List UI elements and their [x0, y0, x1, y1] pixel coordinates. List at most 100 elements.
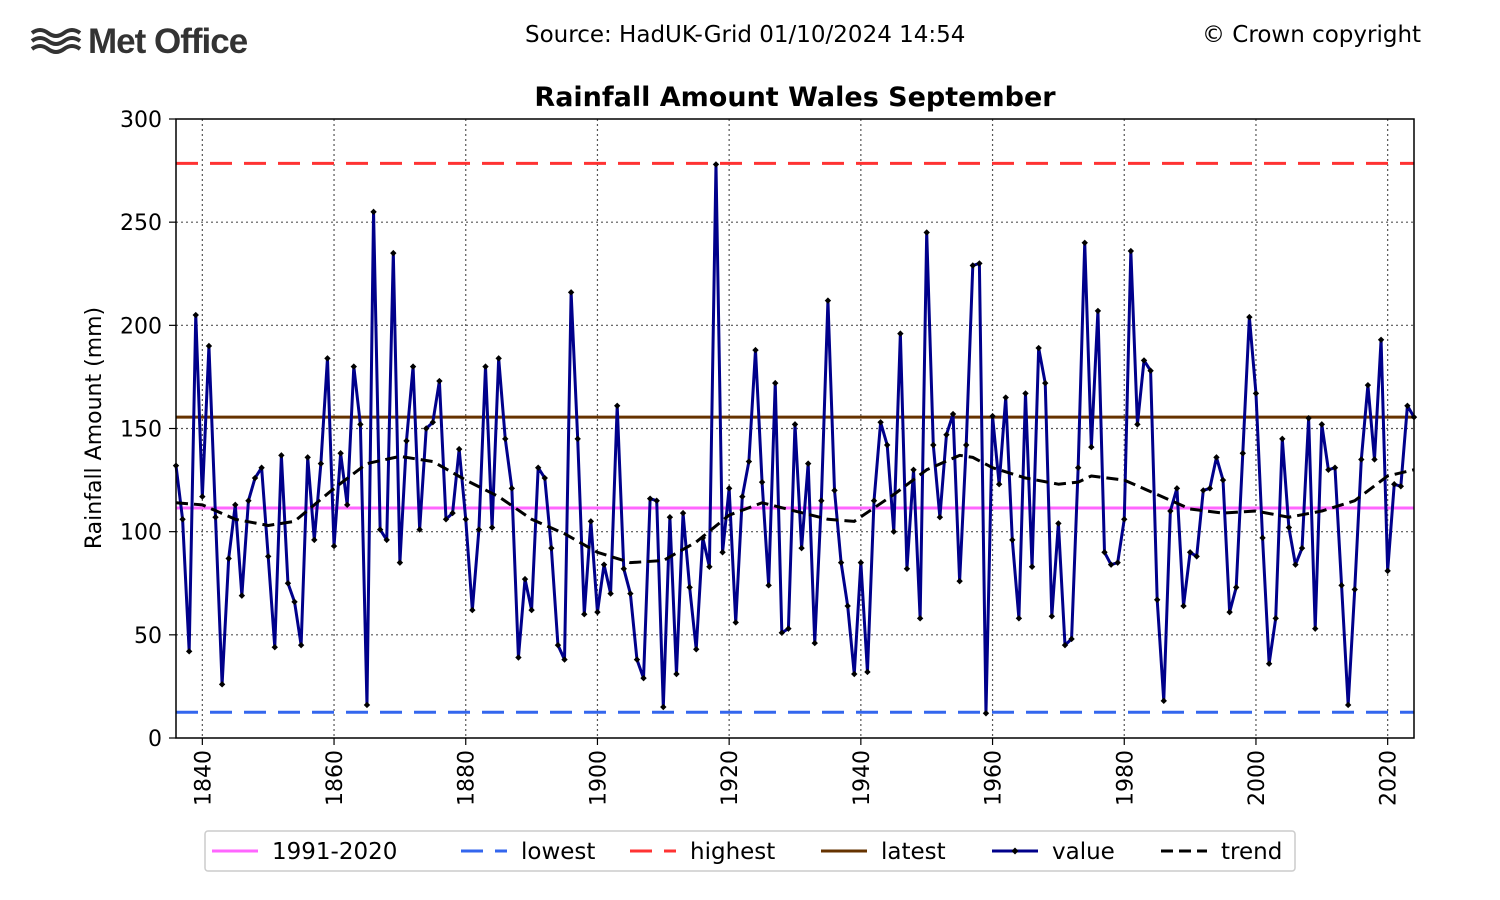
x-tick-label-1880: 1880	[455, 750, 480, 806]
value-point-1852	[278, 452, 285, 459]
value-point-1941	[864, 668, 871, 676]
value-point-1995	[1219, 476, 1227, 484]
value-point-1953	[943, 431, 950, 438]
value-point-1934	[818, 497, 825, 504]
value-point-1856	[304, 454, 311, 461]
value-point-1922	[739, 493, 746, 500]
y-tick-label-250: 250	[120, 211, 162, 236]
value-point-1937	[837, 559, 845, 566]
value-point-1986	[1160, 697, 1167, 705]
value-point-1926	[765, 582, 772, 589]
y-tick-label-300: 300	[120, 108, 162, 133]
value-point-1844	[225, 555, 232, 562]
value-point-2004	[1279, 435, 1286, 443]
value-point-1838	[185, 648, 193, 655]
axis-ticks: 1840 1860 1880 1900 1920 1940 1960 1980 2000 2020…	[120, 108, 1402, 806]
y-tick-label-0: 0	[148, 727, 162, 752]
value-point-1908	[646, 495, 654, 502]
value-point-1994	[1213, 454, 1220, 461]
met-office-waves-icon	[30, 28, 82, 54]
value-point-1850	[264, 553, 272, 560]
value-point-1969	[1048, 613, 1056, 620]
legend: 1991-2020 lowest highest latest value trend	[204, 830, 1296, 872]
value-point-1849	[258, 464, 265, 471]
x-tick-label-1920: 1920	[718, 750, 743, 806]
trend-series-line	[175, 453, 1415, 565]
value-point-1983	[1140, 357, 1148, 364]
value-point-2016	[1358, 456, 1365, 463]
value-point-2014	[1344, 701, 1352, 709]
value-point-1942	[870, 497, 878, 504]
value-point-1976	[1094, 307, 1102, 315]
value-point-2012	[1331, 464, 1339, 471]
legend-label-latest: latest	[881, 839, 946, 865]
value-point-1895	[561, 656, 568, 663]
value-point-1991	[1193, 553, 1200, 560]
value-point-1957	[969, 262, 976, 269]
value-point-1913	[679, 509, 687, 517]
value-point-1881	[469, 606, 476, 614]
value-point-2001	[1259, 534, 1266, 542]
value-point-1958	[976, 260, 983, 267]
value-point-2002	[1265, 660, 1273, 667]
value-point-1932	[804, 460, 812, 467]
legend-label-baseline: 1991-2020	[272, 839, 397, 865]
value-point-1997	[1233, 584, 1240, 591]
value-point-1853	[284, 580, 292, 587]
value-point-2005	[1285, 524, 1293, 531]
value-point-2008	[1305, 414, 1312, 422]
value-point-2010	[1318, 421, 1326, 428]
copyright-text: © Crown copyright	[1202, 22, 1422, 48]
value-point-2022	[1397, 483, 1405, 490]
value-point-1854	[291, 598, 298, 606]
value-point-1873	[416, 526, 423, 533]
value-point-1917	[706, 563, 713, 570]
value-point-1918	[712, 161, 720, 168]
value-point-1929	[785, 625, 792, 632]
value-point-1935	[824, 297, 832, 304]
y-axis-label: Rainfall Amount (mm)	[82, 307, 107, 549]
value-point-1981	[1127, 247, 1135, 255]
value-point-1920	[725, 485, 733, 492]
x-tick-label-1860: 1860	[323, 750, 348, 806]
value-point-2000	[1252, 390, 1260, 397]
value-point-1987	[1167, 507, 1174, 515]
legend-marker-value	[1011, 847, 1019, 855]
value-point-2015	[1351, 586, 1358, 593]
value-point-1887	[508, 485, 516, 492]
value-point-1912	[673, 670, 680, 678]
value-point-1988	[1173, 485, 1181, 492]
x-tick-label-1980: 1980	[1113, 750, 1138, 806]
value-point-1884	[488, 524, 496, 531]
value-point-2013	[1338, 582, 1345, 589]
value-point-1962	[1002, 394, 1009, 401]
reference-lines	[176, 161, 1414, 714]
value-point-1848	[251, 474, 259, 482]
value-point-1861	[337, 450, 344, 457]
x-tick-label-1940: 1940	[850, 750, 875, 806]
value-point-1914	[686, 584, 693, 591]
value-point-1933	[811, 639, 818, 647]
value-point-1945	[890, 528, 897, 535]
value-point-1900	[594, 608, 601, 616]
value-point-1956	[963, 441, 970, 449]
value-point-1911	[666, 514, 674, 521]
y-tick-label-100: 100	[120, 521, 162, 546]
value-point-1910	[660, 703, 667, 711]
value-series-line	[174, 162, 1416, 715]
value-point-1999	[1246, 313, 1253, 321]
value-point-1996	[1226, 608, 1233, 616]
value-point-1931	[798, 544, 805, 552]
value-point-1919	[719, 549, 726, 556]
value-point-1915	[693, 646, 700, 653]
value-point-1989	[1180, 602, 1187, 610]
y-tick-label-150: 150	[120, 418, 162, 443]
value-point-1883	[482, 363, 489, 370]
chart-title: Rainfall Amount Wales September	[534, 82, 1056, 113]
value-point-1855	[297, 641, 305, 649]
value-point-1865	[363, 701, 371, 709]
value-point-1888	[515, 654, 522, 661]
value-point-1886	[502, 435, 509, 443]
value-point-1893	[548, 544, 555, 552]
